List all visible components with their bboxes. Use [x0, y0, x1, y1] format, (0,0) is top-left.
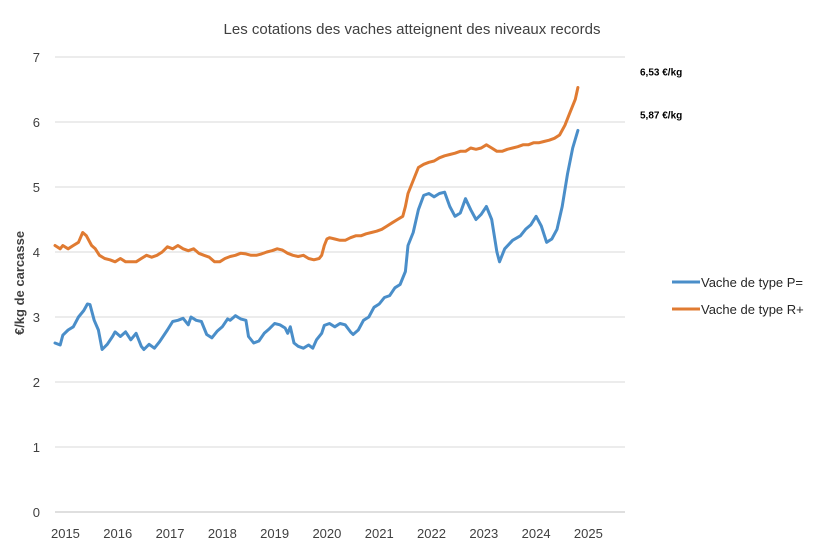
value-annotations: 6,53 €/kg 5,87 €/kg: [640, 68, 682, 122]
value-annotation: 5,87 €/kg: [640, 110, 682, 121]
y-tick-label: 3: [33, 310, 40, 325]
x-tick-label: 2023: [469, 526, 498, 541]
series-lines: [53, 86, 580, 351]
gridlines: [55, 56, 625, 513]
x-tick-label: 2020: [312, 526, 341, 541]
x-tick-label: 2019: [260, 526, 289, 541]
series-line-r: [53, 86, 580, 264]
x-tick-label: 2018: [208, 526, 237, 541]
x-tick-label: 2025: [574, 526, 603, 541]
x-tick-label: 2017: [156, 526, 185, 541]
y-tick-label: 2: [33, 375, 40, 390]
y-tick-label: 5: [33, 180, 40, 195]
series-line-p: [53, 128, 580, 351]
x-axis-ticks: 2015 2016 2017 2018 2019 2020 2021 2022 2023 2024…: [51, 526, 603, 541]
legend: Vache de type P= Vache de type R+: [672, 275, 804, 317]
y-axis-ticks: 0 1 2 3 4 5 6 7: [33, 50, 40, 520]
y-tick-label: 0: [33, 505, 40, 520]
x-tick-label: 2015: [51, 526, 80, 541]
x-tick-label: 2016: [103, 526, 132, 541]
y-tick-label: 4: [33, 245, 40, 260]
y-axis-label: €/kg de carcasse: [12, 231, 27, 335]
value-annotation: 6,53 €/kg: [640, 68, 682, 79]
x-tick-label: 2021: [365, 526, 394, 541]
y-tick-label: 7: [33, 50, 40, 65]
x-tick-label: 2022: [417, 526, 446, 541]
x-tick-label: 2024: [522, 526, 551, 541]
y-tick-label: 6: [33, 115, 40, 130]
legend-label: Vache de type R+: [701, 302, 804, 317]
legend-label: Vache de type P=: [701, 275, 803, 290]
y-tick-label: 1: [33, 440, 40, 455]
chart-title: Les cotations des vaches atteignent des …: [224, 21, 601, 38]
